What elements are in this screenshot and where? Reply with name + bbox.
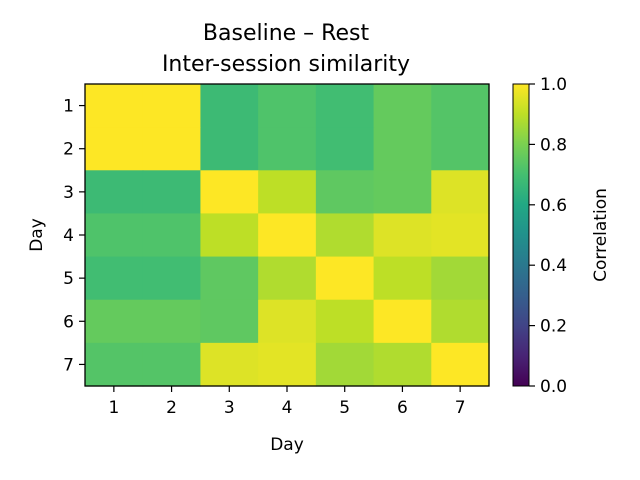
colorbar-tick-label: 1.0 [540, 75, 567, 95]
heatmap-cell [431, 84, 490, 128]
x-axis-ticks: 1 2 3 4 5 6 7 [108, 386, 466, 418]
heatmap-cell [200, 342, 259, 387]
heatmap-cell [200, 127, 259, 171]
heatmap-cell [200, 84, 259, 128]
heatmap-cell [373, 256, 432, 301]
colorbar-tick-label: 0.0 [540, 377, 567, 397]
heatmap-cell [315, 299, 375, 344]
heatmap-cell [85, 127, 144, 171]
heatmap-cell [142, 127, 202, 171]
y-tick-label: 3 [63, 183, 74, 203]
y-tick-label: 5 [63, 269, 74, 289]
heatmap-cell [431, 127, 490, 171]
heatmap-cell [85, 84, 144, 128]
colorbar-ticks: 0.0 0.2 0.4 0.6 0.8 1.0 [529, 75, 567, 397]
heatmap-cell [142, 84, 202, 128]
heatmap-cell [258, 170, 317, 215]
heatmap-cell [315, 342, 375, 387]
heatmap-cell [373, 299, 432, 344]
heatmap-cell [85, 342, 144, 387]
heatmap-cell [373, 170, 432, 215]
heatmap-cell [315, 213, 375, 258]
heatmap-cell [431, 256, 490, 301]
heatmap-cell [200, 213, 259, 258]
heatmap-cell [373, 213, 432, 258]
heatmap-cell [373, 84, 432, 128]
heatmap-cell [431, 299, 490, 344]
heatmap-cell [373, 342, 432, 387]
heatmap-cell [142, 170, 202, 215]
x-tick-label: 5 [339, 398, 350, 418]
x-tick-label: 7 [455, 398, 466, 418]
y-tick-label: 6 [63, 312, 74, 332]
y-tick-label: 7 [63, 355, 74, 375]
x-tick-label: 3 [224, 398, 235, 418]
heatmap-cell [200, 170, 259, 215]
colorbar-label: Correlation [591, 188, 611, 282]
heatmap-cell [200, 256, 259, 301]
heatmap-cell [85, 299, 144, 344]
heatmap-cells [85, 84, 490, 387]
y-axis-ticks: 1 2 3 4 5 6 7 [63, 97, 85, 375]
y-tick-label: 2 [63, 140, 74, 160]
chart-subtitle: Inter-session similarity [162, 52, 410, 77]
heatmap-cell [258, 256, 317, 301]
heatmap-cell [142, 213, 202, 258]
heatmap-cell [373, 127, 432, 171]
colorbar [512, 83, 530, 387]
heatmap-cell [142, 256, 202, 301]
x-tick-label: 4 [282, 398, 293, 418]
heatmap-cell [431, 170, 490, 215]
heatmap-cell [431, 342, 490, 387]
heatmap-cell [200, 299, 259, 344]
heatmap-cell [142, 299, 202, 344]
heatmap-cell [258, 213, 317, 258]
heatmap-cell [258, 342, 317, 387]
heatmap-cell [85, 170, 144, 215]
y-tick-label: 4 [63, 226, 74, 246]
heatmap-cell [258, 84, 317, 128]
x-axis-label: Day [270, 435, 304, 455]
heatmap-cell [85, 256, 144, 301]
colorbar-tick-label: 0.8 [540, 135, 567, 155]
heatmap-cell [431, 213, 490, 258]
x-tick-label: 6 [397, 398, 408, 418]
heatmap-cell [315, 84, 375, 128]
heatmap-cell [142, 342, 202, 387]
heatmap-cell [315, 170, 375, 215]
y-tick-label: 1 [63, 97, 74, 117]
y-axis-label: Day [27, 218, 47, 252]
x-tick-label: 2 [166, 398, 177, 418]
heatmap-cell [315, 256, 375, 301]
colorbar-tick-label: 0.6 [540, 196, 567, 216]
colorbar-tick-label: 0.4 [540, 256, 567, 276]
heatmap-cell [258, 299, 317, 344]
x-tick-label: 1 [108, 398, 119, 418]
colorbar-tick-label: 0.2 [540, 317, 567, 337]
chart-title: Baseline – Rest [203, 21, 370, 46]
heatmap-cell [315, 127, 375, 171]
heatmap-cell [258, 127, 317, 171]
heatmap-cell [85, 213, 144, 258]
